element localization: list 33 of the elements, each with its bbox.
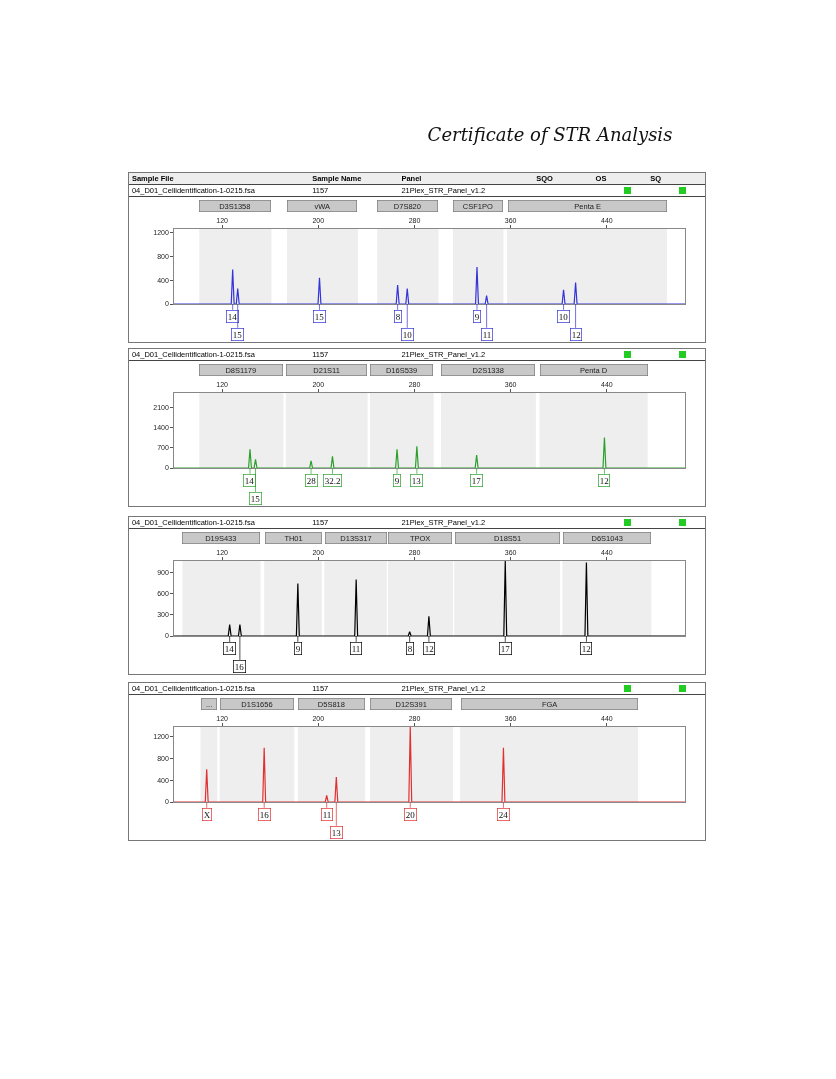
annotation: 14 [224,643,235,654]
annotation: 12 [571,329,581,340]
annotation: 15 [232,329,243,340]
annotation: 12 [599,475,609,486]
line-series [174,266,685,304]
annotation: 14 [227,311,238,322]
annotation: 8 [407,643,413,654]
annotation: 17 [471,475,482,486]
annotation: 10 [402,329,413,340]
annotation: 9 [474,311,480,322]
annotation: 14 [244,475,255,486]
annotation: 13 [411,475,422,486]
annotation: 11 [482,329,492,340]
annotation: X [203,809,211,820]
annotation: 11 [322,809,332,820]
annotation: 24 [498,809,509,820]
annotation: 9 [295,643,301,654]
annotation: 11 [351,643,361,654]
chart-title: Certificate of STR Analysis [426,124,674,145]
annotation: 13 [331,827,342,838]
annotation: 8 [395,311,401,322]
annotation: 20 [405,809,416,820]
annotation: 9 [394,475,400,486]
annotation: 16 [234,661,245,672]
annotation: 32.2 [324,475,341,486]
annotation: 17 [500,643,511,654]
annotation: 28 [306,475,317,486]
annotation: 10 [558,311,569,322]
annotation: 12 [581,643,591,654]
annotation: 12 [424,643,434,654]
annotation: 15 [250,493,261,504]
annotation: 16 [259,809,270,820]
annotation: 15 [314,311,325,322]
